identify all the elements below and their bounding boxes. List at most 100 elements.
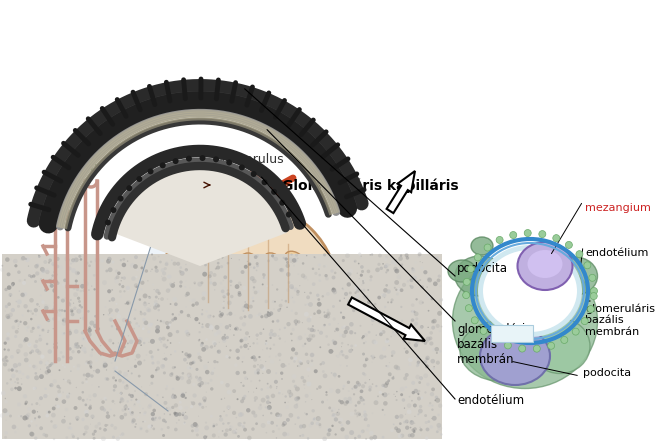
Circle shape: [185, 294, 188, 297]
Circle shape: [250, 266, 251, 268]
Circle shape: [198, 383, 201, 387]
Circle shape: [119, 401, 122, 404]
Circle shape: [416, 298, 418, 300]
Circle shape: [28, 343, 31, 346]
Circle shape: [6, 382, 9, 385]
Circle shape: [360, 265, 364, 269]
Circle shape: [332, 276, 335, 280]
Circle shape: [241, 270, 245, 274]
Circle shape: [39, 306, 40, 307]
Circle shape: [576, 250, 583, 258]
Circle shape: [113, 371, 114, 373]
Circle shape: [291, 286, 294, 289]
Circle shape: [356, 289, 360, 293]
Circle shape: [181, 393, 185, 398]
Circle shape: [232, 389, 236, 393]
Circle shape: [418, 390, 420, 392]
Circle shape: [82, 399, 84, 402]
Circle shape: [413, 427, 417, 431]
Circle shape: [356, 411, 361, 416]
Circle shape: [92, 437, 96, 440]
Circle shape: [190, 367, 191, 369]
Circle shape: [158, 337, 162, 341]
Circle shape: [5, 318, 6, 320]
Circle shape: [385, 339, 389, 343]
Circle shape: [164, 421, 167, 423]
Circle shape: [326, 292, 330, 296]
Circle shape: [428, 310, 430, 312]
Circle shape: [291, 328, 295, 331]
Circle shape: [134, 359, 136, 360]
Circle shape: [354, 286, 357, 289]
Circle shape: [304, 292, 305, 293]
Circle shape: [188, 376, 192, 380]
Circle shape: [102, 351, 104, 353]
Circle shape: [388, 393, 390, 395]
Circle shape: [51, 274, 54, 277]
Circle shape: [243, 428, 247, 432]
Circle shape: [426, 383, 430, 386]
Polygon shape: [386, 171, 415, 213]
Circle shape: [374, 303, 376, 306]
Circle shape: [202, 396, 207, 401]
Circle shape: [198, 260, 202, 264]
Circle shape: [403, 376, 407, 381]
Circle shape: [256, 421, 258, 423]
Circle shape: [426, 293, 431, 298]
Circle shape: [408, 396, 410, 398]
Circle shape: [316, 416, 321, 421]
Circle shape: [74, 258, 78, 262]
Circle shape: [69, 422, 71, 425]
Circle shape: [111, 289, 113, 291]
Circle shape: [155, 289, 160, 293]
Circle shape: [160, 297, 164, 301]
Circle shape: [105, 220, 111, 225]
Circle shape: [41, 271, 45, 275]
Circle shape: [398, 256, 403, 261]
Circle shape: [269, 422, 270, 423]
Circle shape: [213, 360, 217, 363]
Circle shape: [247, 307, 249, 309]
Circle shape: [76, 367, 80, 370]
Ellipse shape: [530, 318, 590, 374]
Circle shape: [332, 305, 335, 308]
Circle shape: [323, 265, 326, 268]
Circle shape: [301, 376, 304, 379]
Circle shape: [130, 366, 133, 369]
Circle shape: [9, 317, 11, 319]
Circle shape: [347, 401, 348, 403]
Circle shape: [235, 432, 237, 434]
Circle shape: [158, 292, 161, 295]
Circle shape: [136, 322, 138, 325]
Circle shape: [143, 342, 146, 344]
Circle shape: [327, 313, 330, 315]
Circle shape: [120, 259, 122, 262]
Circle shape: [263, 415, 264, 416]
Ellipse shape: [284, 251, 312, 285]
Circle shape: [80, 318, 81, 319]
Circle shape: [86, 262, 88, 265]
Circle shape: [18, 325, 19, 327]
Circle shape: [158, 203, 338, 383]
Circle shape: [80, 347, 81, 349]
Circle shape: [286, 288, 289, 292]
Circle shape: [151, 254, 153, 255]
Circle shape: [118, 195, 124, 202]
Circle shape: [87, 328, 92, 333]
Circle shape: [61, 419, 66, 424]
Circle shape: [284, 402, 286, 404]
Circle shape: [100, 355, 102, 356]
Circle shape: [205, 406, 207, 407]
Circle shape: [269, 402, 271, 404]
Circle shape: [186, 280, 187, 282]
Circle shape: [110, 320, 112, 321]
Circle shape: [68, 356, 72, 360]
Circle shape: [153, 306, 158, 310]
Circle shape: [53, 424, 57, 429]
Circle shape: [264, 314, 269, 318]
Circle shape: [318, 268, 320, 270]
Circle shape: [309, 292, 312, 294]
Circle shape: [162, 336, 166, 340]
Circle shape: [128, 393, 131, 396]
Circle shape: [342, 259, 345, 262]
